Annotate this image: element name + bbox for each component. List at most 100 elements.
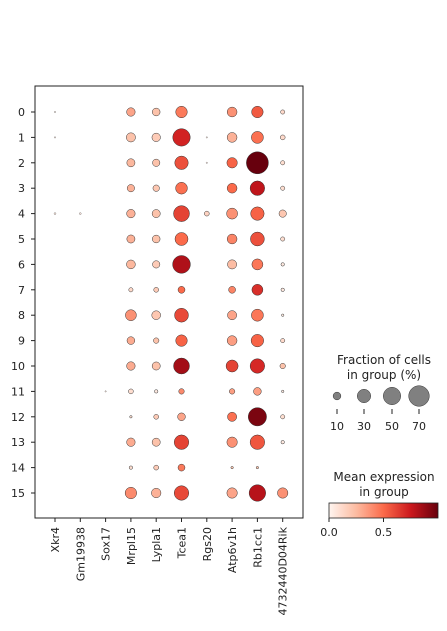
dot-6-Tcea1 <box>172 255 191 274</box>
size-legend-title-line2: in group (%) <box>347 368 421 382</box>
dot-8-Mrpl15 <box>125 309 137 321</box>
dot-9-Tcea1 <box>175 334 188 347</box>
dot-10-Lypla1 <box>151 361 161 371</box>
dot-2-Atp6v1h <box>226 157 238 169</box>
size-legend-dot <box>383 387 401 405</box>
gene-label: 4732440D04Rik <box>277 526 290 615</box>
dot-7-Rb1cc1 <box>251 284 264 296</box>
group-label: 13 <box>11 436 25 449</box>
dot-12-4732440D04Rik <box>280 414 286 420</box>
dot-14-Rb1cc1 <box>255 466 259 470</box>
size-legend-label: 50 <box>385 420 399 433</box>
dot-3-Atp6v1h <box>226 183 238 194</box>
dot-2-Lypla1 <box>152 158 161 167</box>
color-legend-title-line2: in group <box>359 485 409 499</box>
dot-10-Mrpl15 <box>126 361 136 371</box>
dot-1-Rb1cc1 <box>251 131 264 144</box>
dot-8-Lypla1 <box>151 310 161 320</box>
dot-3-Mrpl15 <box>126 184 135 193</box>
dot-9-Mrpl15 <box>126 336 136 345</box>
gene-label: Gm19938 <box>74 527 87 581</box>
dot-8-Atp6v1h <box>227 310 237 321</box>
dot-11-4732440D04Rik <box>281 389 285 393</box>
gene-label: Sox17 <box>100 527 113 561</box>
dot-12-Rb1cc1 <box>248 407 267 427</box>
dot-3-Rb1cc1 <box>249 180 265 196</box>
gene-label: Mrpl15 <box>125 527 138 565</box>
dot-1-Mrpl15 <box>126 132 136 143</box>
dot-7-Lypla1 <box>153 287 159 293</box>
dot-1-Lypla1 <box>151 132 161 142</box>
dot-14-Lypla1 <box>153 464 159 471</box>
size-legend-title-line1: Fraction of cells <box>337 353 431 367</box>
dot-5-4732440D04Rik <box>280 236 286 242</box>
dot-11-Atp6v1h <box>229 388 236 395</box>
gene-label: Tcea1 <box>176 527 189 559</box>
size-legend-label: 30 <box>357 420 371 433</box>
dot-0-Tcea1 <box>175 105 188 119</box>
dot-2-4732440D04Rik <box>280 160 286 166</box>
dot-13-Lypla1 <box>151 437 161 447</box>
group-label: 2 <box>18 157 25 170</box>
dot-8-Rb1cc1 <box>251 308 264 322</box>
dot-0-Rb1cc1 <box>251 105 264 119</box>
dot-11-Mrpl15 <box>128 388 134 395</box>
dot-15-Atp6v1h <box>226 487 238 499</box>
dot-13-Tcea1 <box>173 434 190 450</box>
group-label: 8 <box>18 309 25 322</box>
size-legend: Fraction of cells in group (%) 10 30 50 70 <box>330 353 431 433</box>
color-bar-label: 0.5 <box>375 526 393 539</box>
group-label: 12 <box>11 411 25 424</box>
dot-5-Atp6v1h <box>226 233 238 245</box>
size-legend-label: 70 <box>412 420 426 433</box>
color-legend-title-line1: Mean expression <box>333 470 434 484</box>
dot-9-4732440D04Rik <box>280 338 286 343</box>
color-legend: Mean expression in group 0.0 0.5 <box>320 470 439 539</box>
dot-9-Lypla1 <box>153 337 160 344</box>
gene-label: Lypla1 <box>150 527 163 562</box>
group-label: 9 <box>18 335 25 348</box>
dot-1-Tcea1 <box>172 128 191 147</box>
dot-3-Lypla1 <box>152 184 160 192</box>
dot-7-4732440D04Rik <box>280 287 285 292</box>
gene-label: Rgs20 <box>201 527 214 561</box>
size-legend-dot <box>357 389 371 403</box>
group-label: 4 <box>18 208 25 221</box>
dot-15-Lypla1 <box>151 487 162 499</box>
dot-11-Rb1cc1 <box>253 387 262 396</box>
group-label: 10 <box>11 360 25 373</box>
dot-4-Rgs20 <box>204 210 210 217</box>
dot-7-Atp6v1h <box>228 286 236 294</box>
group-label: 14 <box>11 462 25 475</box>
dot-10-Atp6v1h <box>225 359 239 373</box>
dot-7-Tcea1 <box>177 286 186 294</box>
dot-6-Rb1cc1 <box>251 258 264 271</box>
color-bar <box>328 502 439 519</box>
group-label: 0 <box>18 106 25 119</box>
dot-2-Rb1cc1 <box>246 151 269 175</box>
dot-12-Tcea1 <box>177 412 186 421</box>
size-legend-dot <box>332 391 342 401</box>
dot-14-Atp6v1h <box>230 466 234 470</box>
dot-0-Lypla1 <box>152 107 161 117</box>
dot-13-Atp6v1h <box>226 436 238 448</box>
dot-2-Tcea1 <box>174 155 189 170</box>
group-label: 7 <box>18 284 25 297</box>
dot-13-Mrpl15 <box>126 437 136 447</box>
dot-4-Lypla1 <box>151 209 161 218</box>
dot-3-4732440D04Rik <box>280 185 286 191</box>
size-legend-dot <box>408 385 430 407</box>
dot-15-Mrpl15 <box>124 486 137 500</box>
gene-label: Atp6v1h <box>226 527 239 573</box>
dot-0-Atp6v1h <box>226 106 238 118</box>
color-bar-label: 0.0 <box>320 526 338 539</box>
dot-6-Lypla1 <box>152 260 161 269</box>
plot-frame <box>34 85 304 519</box>
dot-9-Rb1cc1 <box>250 334 264 348</box>
dot-1-Xkr4 <box>54 136 56 139</box>
dot-12-Lypla1 <box>153 414 159 420</box>
dot-matrix <box>53 105 289 502</box>
dot-6-4732440D04Rik <box>280 262 285 267</box>
